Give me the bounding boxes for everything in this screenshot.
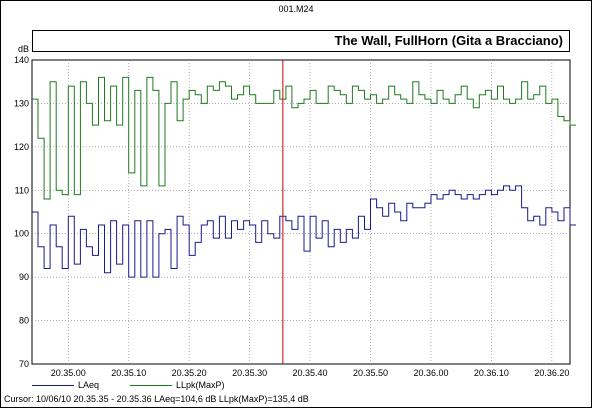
- y-tick-label: 100: [14, 229, 29, 239]
- x-tick-label: 20.35.40: [293, 368, 328, 378]
- y-tick-label: 120: [14, 142, 29, 152]
- y-tick-label: 140: [14, 55, 29, 65]
- x-tick-label: 20.35.20: [172, 368, 207, 378]
- legend-line-llpk-icon: [130, 385, 172, 387]
- x-tick-label: 20.36.00: [413, 368, 448, 378]
- series-llpk-line: [32, 76, 576, 200]
- y-axis-unit: dB: [18, 44, 29, 54]
- chart-title: The Wall, FullHorn (Gita a Bracciano): [334, 33, 564, 48]
- legend-label-laeq: LAeq: [78, 380, 100, 390]
- x-tick-label: 20.35.50: [353, 368, 388, 378]
- series-laeq-line: [32, 185, 576, 278]
- y-tick-label: 70: [19, 359, 29, 369]
- y-tick-label: 80: [19, 316, 29, 326]
- y-tick-label: 110: [15, 185, 29, 195]
- legend-line-laeq-icon: [32, 385, 74, 387]
- plot-area: [31, 59, 571, 365]
- x-tick-label: 20.35.30: [232, 368, 267, 378]
- y-tick-label: 90: [19, 272, 29, 282]
- legend-label-llpk: LLpk(MaxP): [176, 380, 225, 390]
- x-tick-label: 20.36.20: [534, 368, 569, 378]
- y-tick-label: 130: [14, 98, 29, 108]
- x-tick-label: 20.35.00: [51, 368, 86, 378]
- cursor-readout: Cursor: 10/06/10 20.35.35 - 20.35.36 LAe…: [4, 394, 309, 404]
- file-name: 001.M24: [278, 4, 314, 14]
- x-tick-label: 20.35.10: [111, 368, 146, 378]
- title-box: The Wall, FullHorn (Gita a Bracciano): [32, 30, 570, 52]
- legend-item-llpk: LLpk(MaxP): [130, 380, 225, 390]
- legend-item-laeq: LAeq: [32, 380, 99, 390]
- x-tick-label: 20.36.10: [474, 368, 509, 378]
